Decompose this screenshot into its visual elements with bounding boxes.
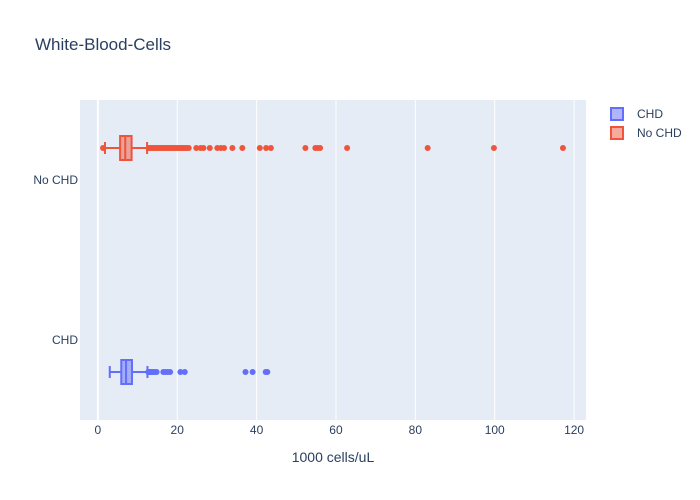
outlier-point <box>185 145 192 151</box>
outlier-point <box>344 145 351 151</box>
outlier-point <box>167 369 174 375</box>
box-traces <box>100 135 566 385</box>
outlier-point <box>242 369 249 375</box>
x-tick-label: 0 <box>95 423 102 437</box>
outlier-point <box>317 145 324 151</box>
outlier-point <box>559 145 566 151</box>
plot-area <box>80 100 586 420</box>
x-tick-label: 100 <box>485 423 505 437</box>
outlier-point <box>177 369 184 375</box>
outlier-point <box>181 369 188 375</box>
outlier-point <box>206 145 213 151</box>
y-category-label: CHD <box>52 333 78 347</box>
x-tick-label: 120 <box>564 423 584 437</box>
x-tick-label: 20 <box>171 423 185 437</box>
y-category-label: No CHD <box>33 173 78 187</box>
outlier-point <box>267 145 274 151</box>
outlier-point <box>239 145 246 151</box>
box-trace-chd <box>108 359 271 385</box>
x-tick-label: 80 <box>409 423 423 437</box>
legend[interactable]: CHD No CHD <box>610 107 682 140</box>
outlier-point <box>229 145 236 151</box>
legend-label: No CHD <box>637 126 682 140</box>
outlier-point <box>200 145 207 151</box>
outlier-point <box>256 145 263 151</box>
gridlines <box>96 100 575 420</box>
x-tick-label: 40 <box>250 423 264 437</box>
legend-label: CHD <box>637 107 663 121</box>
x-axis-label: 1000 cells/uL <box>292 449 375 465</box>
outlier-point <box>490 145 497 151</box>
outlier-point <box>424 145 431 151</box>
outlier-point <box>302 145 309 151</box>
legend-swatch <box>610 107 624 121</box>
legend-item-no-chd[interactable]: No CHD <box>610 126 682 140</box>
outlier-point <box>193 145 200 151</box>
outlier-point <box>153 369 160 375</box>
outlier-point <box>221 145 228 151</box>
outlier-point <box>264 369 271 375</box>
outlier-point <box>100 145 107 151</box>
outlier-point <box>263 145 270 151</box>
chart-title: White-Blood-Cells <box>35 35 171 54</box>
outlier-point <box>249 369 256 375</box>
box-trace-no-chd <box>100 135 566 161</box>
x-tick-label: 60 <box>329 423 343 437</box>
y-category-labels: CHD No CHD <box>33 173 78 347</box>
legend-swatch <box>610 126 624 140</box>
x-tick-labels: 0 20 40 60 80 100 120 <box>95 423 585 437</box>
legend-item-chd[interactable]: CHD <box>610 107 663 121</box>
